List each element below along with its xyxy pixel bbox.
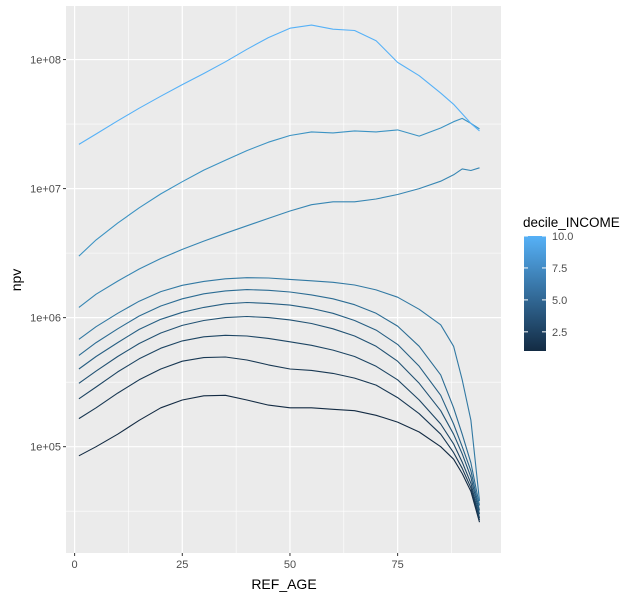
series-line-decile-2 [78,356,481,521]
x-axis-title: REF_AGE [251,576,316,592]
legend-label: 7.5 [552,263,567,275]
x-tick-label: 25 [176,559,188,571]
axis-ticks [63,59,399,556]
series-line-decile-10 [78,24,480,145]
x-tick-label: 0 [72,559,78,571]
series-line-decile-9 [78,117,480,257]
legend-label: 2.5 [552,327,567,339]
y-axis-tick-labels: 1e+05 1e+06 1e+07 1e+08 [30,55,61,454]
series-line-decile-3 [78,334,481,519]
y-tick-label: 1e+05 [30,442,61,454]
y-tick-label: 1e+07 [30,184,61,196]
x-tick-label: 50 [284,559,296,571]
legend: decile_INCOME 2.5 5.0 7.5 10.0 [523,215,620,351]
legend-label: 5.0 [552,295,567,307]
legend-title: decile_INCOME [523,215,620,230]
y-tick-label: 1e+06 [30,313,61,325]
series-line-decile-4 [78,315,481,515]
legend-label: 10.0 [552,231,573,243]
y-tick-label: 1e+08 [30,55,61,67]
series-lines [78,24,481,523]
series-line-decile-1 [78,394,481,523]
x-axis-tick-labels: 0 25 50 75 [72,559,404,571]
series-line-decile-7 [78,277,481,501]
series-line-decile-6 [78,289,481,506]
minor-gridlines [66,6,501,553]
legend-colorbar [524,236,546,351]
x-tick-label: 75 [392,559,404,571]
series-line-decile-8 [78,167,480,308]
legend-ticks: 2.5 5.0 7.5 10.0 [524,231,573,339]
y-axis-title: npv [8,269,24,292]
series-line-decile-5 [78,301,481,511]
